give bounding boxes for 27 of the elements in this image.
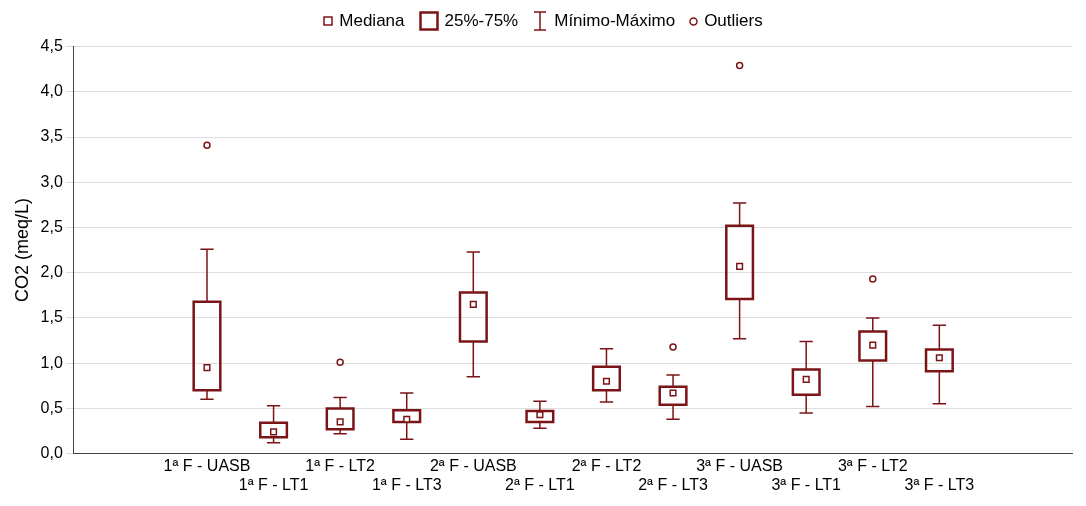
y-tick-label: 3,5: [40, 127, 63, 145]
x-tick-label: 1ª F - UASB: [163, 456, 251, 474]
y-tick-label: 1,0: [40, 353, 63, 371]
x-tick-label: 3ª F - UASB: [696, 456, 784, 474]
x-tick-label: 1ª F - LT3: [371, 475, 442, 493]
text: Mínimo-Máximo: [554, 11, 676, 31]
y-tick-label: 0,5: [40, 398, 63, 416]
x-tick-label: 2ª F - UASB: [429, 456, 517, 474]
y-tick-label: 4,5: [40, 37, 63, 55]
y-tick-label: 2,0: [40, 263, 63, 281]
x-tick-label: 3ª F - LT3: [904, 475, 975, 493]
x-tick-label: 1ª F - LT2: [305, 456, 376, 474]
x-tick-label: 3ª F - LT1: [771, 475, 842, 493]
y-axis-title: CO2 (meq/L): [11, 198, 32, 303]
y-tick-label: 1,5: [40, 308, 63, 326]
x-tick-label: 2ª F - LT3: [638, 475, 708, 493]
y-tick-label: 2,5: [40, 217, 63, 235]
x-tick-label: 3ª F - LT2: [837, 456, 908, 474]
text: Mediana: [339, 11, 405, 31]
text: Outliers: [704, 11, 763, 31]
x-tick-label: 2ª F - LT2: [571, 456, 642, 474]
y-tick-label: 0,0: [40, 444, 63, 462]
y-tick-label: 4,0: [40, 82, 63, 100]
x-tick-label: 1ª F - LT1: [238, 475, 309, 493]
text: 25%-75%: [444, 11, 519, 31]
x-tick-label: 2ª F - LT1: [505, 475, 575, 493]
y-tick-label: 3,0: [40, 172, 63, 190]
